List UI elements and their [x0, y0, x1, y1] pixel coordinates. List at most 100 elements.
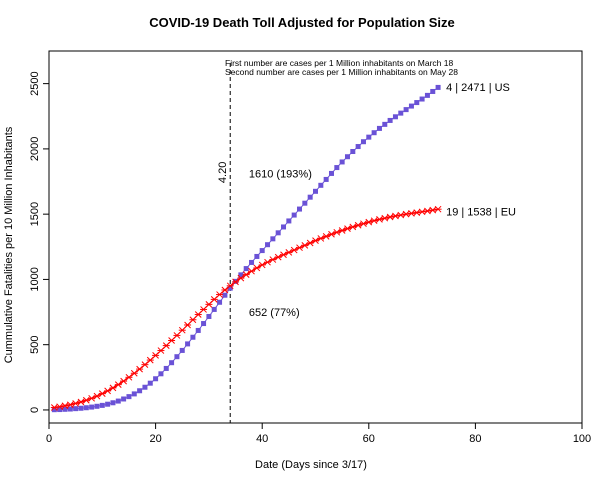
annotation-0: 1610 (193%): [249, 169, 312, 181]
point-EU-4: [66, 401, 74, 409]
note-line-2: Second number are cases per 1 Million in…: [225, 67, 458, 77]
point-EU-36: [237, 274, 245, 282]
point-EU-66: [397, 211, 405, 219]
point-US-55: [339, 159, 345, 165]
y-axis-label: Cummulative Fatalities per 10 Million In…: [3, 126, 15, 363]
x-tick-label-20: 20: [149, 433, 161, 445]
point-US-51: [318, 182, 324, 188]
plot-frame: [48, 50, 583, 424]
point-US-73: [435, 84, 441, 90]
point-EU-38: [248, 267, 256, 275]
point-US-23: [169, 360, 175, 366]
point-EU-32: [216, 291, 224, 298]
x-tick-label-60: 60: [363, 433, 375, 445]
annotation-3: 19 | 1538 | EU: [446, 207, 516, 219]
point-US-50: [313, 188, 318, 194]
point-EU-35: [232, 278, 240, 286]
point-EU-5: [72, 400, 80, 407]
x-tick-label-80: 80: [469, 433, 481, 445]
point-US-32: [217, 299, 223, 305]
point-US-49: [307, 194, 313, 200]
x-axis-label: Date (Days since 3/17): [255, 459, 367, 471]
point-US-38: [249, 259, 255, 265]
point-US-19: [147, 380, 153, 386]
point-US-57: [350, 149, 356, 155]
series-line-US: [54, 87, 439, 411]
point-US-1: [51, 407, 57, 413]
point-EU-67: [402, 210, 410, 218]
point-EU-31: [210, 296, 218, 303]
point-US-41: [265, 242, 271, 248]
point-EU-33: [221, 286, 229, 294]
annotation-1: 652 (77%): [249, 307, 300, 319]
point-US-6: [78, 405, 84, 411]
point-EU-34: [226, 282, 234, 290]
y-tick-label-0: 0: [29, 407, 41, 413]
point-US-4: [67, 406, 73, 412]
point-US-65: [392, 114, 398, 120]
y-axis: 0 500 1000 1500 2000 2500: [29, 71, 49, 413]
point-EU-2: [56, 403, 64, 411]
point-US-22: [163, 365, 169, 371]
point-US-16: [131, 391, 137, 397]
point-EU-70: [418, 208, 426, 216]
point-US-42: [270, 236, 276, 242]
point-US-39: [254, 253, 260, 259]
point-EU-71: [423, 207, 431, 215]
x-tick-label-0: 0: [46, 433, 52, 445]
point-EU-16: [130, 369, 138, 377]
point-US-54: [334, 165, 340, 171]
point-US-53: [328, 170, 334, 176]
point-US-72: [430, 88, 436, 94]
y-tick-label-2500: 2500: [29, 71, 41, 95]
point-US-36: [238, 272, 244, 278]
point-EU-13: [114, 381, 122, 388]
point-EU-60: [365, 218, 373, 226]
point-US-62: [376, 125, 382, 131]
point-US-40: [259, 248, 265, 254]
point-EU-68: [407, 210, 415, 217]
point-EU-64: [386, 213, 394, 221]
annotation-2: 4 | 2471 | US: [446, 82, 510, 94]
annotations: 1610 (193%) 652 (77%) 4 | 2471 | US 19 | 15…: [249, 82, 516, 319]
point-US-24: [174, 354, 180, 360]
point-EU-28: [194, 311, 202, 318]
point-EU-15: [125, 373, 133, 381]
point-US-11: [105, 401, 111, 407]
point-EU-63: [381, 214, 389, 222]
point-US-21: [158, 371, 164, 377]
point-EU-27: [189, 316, 197, 324]
point-EU-22: [162, 342, 170, 349]
point-US-10: [99, 402, 105, 408]
point-EU-14: [120, 377, 128, 385]
point-EU-69: [413, 209, 421, 216]
point-US-34: [227, 285, 233, 291]
point-US-47: [297, 206, 303, 212]
point-EU-62: [375, 216, 383, 223]
chart-title: COVID-19 Death Toll Adjusted for Populat…: [149, 15, 455, 30]
point-US-46: [291, 212, 297, 218]
point-US-70: [419, 96, 425, 102]
point-EU-18: [141, 361, 149, 369]
note-line-1: First number are cases per 1 Million inh…: [225, 58, 453, 68]
point-US-67: [403, 107, 409, 113]
point-EU-58: [354, 221, 362, 229]
point-US-45: [286, 218, 292, 224]
point-US-30: [206, 313, 212, 319]
x-axis: 0 20 40 60 80 100: [46, 423, 591, 445]
point-US-29: [201, 321, 207, 327]
point-US-37: [243, 266, 249, 272]
point-EU-61: [370, 217, 378, 225]
series-markers: [50, 84, 442, 413]
x-tick-label-100: 100: [573, 433, 591, 445]
point-US-64: [387, 117, 393, 123]
point-EU-30: [205, 300, 213, 308]
series-lines: [54, 87, 439, 411]
point-EU-25: [178, 326, 186, 334]
x-tick-label-40: 40: [256, 433, 268, 445]
point-EU-21: [157, 347, 165, 354]
point-US-7: [83, 405, 89, 411]
point-US-58: [355, 144, 361, 150]
point-US-2: [57, 407, 63, 413]
